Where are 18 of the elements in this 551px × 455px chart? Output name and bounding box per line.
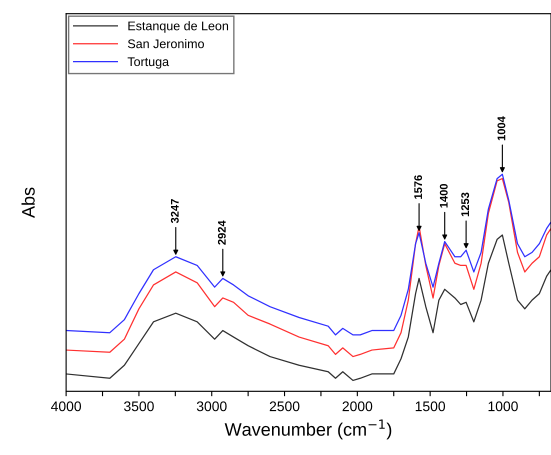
x-tick-label: 3500 (124, 401, 154, 412)
x-axis-title: Wavenumber (cm$^{−1}$) (224, 420, 392, 440)
x-tick-label: 3000 (196, 401, 227, 412)
legend-label: Estanque de Leon (128, 21, 228, 33)
annotation: 1400 (440, 184, 448, 208)
annotation: 2924 (218, 220, 226, 245)
annotation: 1576 (414, 175, 422, 199)
x-tick-label: 1000 (488, 401, 518, 412)
annotation: 3247 (170, 199, 179, 224)
y-axis-title: Abs (22, 188, 35, 218)
annotation: 1253 (461, 192, 470, 216)
x-tick-label: 4000 (50, 401, 82, 412)
legend-label: San Jeronimo (128, 39, 204, 48)
annotation: 1004 (497, 116, 506, 140)
x-tick-label: 1500 (416, 401, 446, 412)
x-tick-label: 2000 (342, 401, 372, 412)
legend-label: Tortuga (128, 57, 170, 69)
x-tick-label: 2500 (270, 401, 300, 412)
